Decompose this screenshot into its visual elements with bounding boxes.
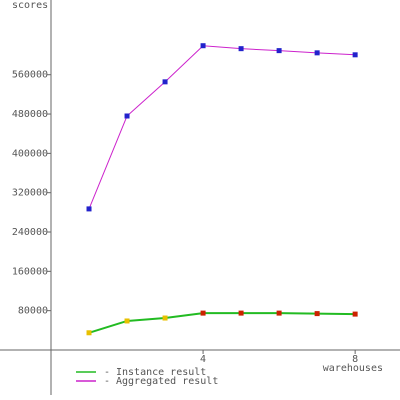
data-point [352,311,358,317]
data-point [238,310,244,316]
legend-label: Aggregated result [116,376,218,387]
y-tick-label: 480000 [12,109,48,120]
y-tick-label: 160000 [12,266,48,277]
data-point [314,311,320,317]
data-point [314,50,320,56]
legend-dash: - [104,376,110,387]
data-point [162,315,168,321]
data-point [200,43,206,49]
data-point [162,79,168,85]
y-tick-label: 80000 [18,306,48,317]
series-line [88,45,356,210]
data-point [86,330,92,336]
data-point [276,48,282,54]
data-point [124,113,130,119]
data-point [86,206,92,212]
y-tick-label: 400000 [12,148,48,159]
data-point [124,318,130,324]
y-tick-label: 240000 [12,227,48,238]
x-tick-label: 8 [352,354,358,365]
data-point [276,310,282,316]
y-axis-label: scores [12,0,48,11]
x-tick-label: 4 [200,354,206,365]
legend-dash: - [104,367,110,378]
series-line [88,312,356,334]
legend-label: Instance result [116,367,206,378]
y-tick-label: 320000 [12,188,48,199]
data-point [238,46,244,52]
y-tick-label: 560000 [12,70,48,81]
data-point [352,52,358,58]
x-axis-label: warehouses [323,363,383,374]
data-point [200,310,206,316]
